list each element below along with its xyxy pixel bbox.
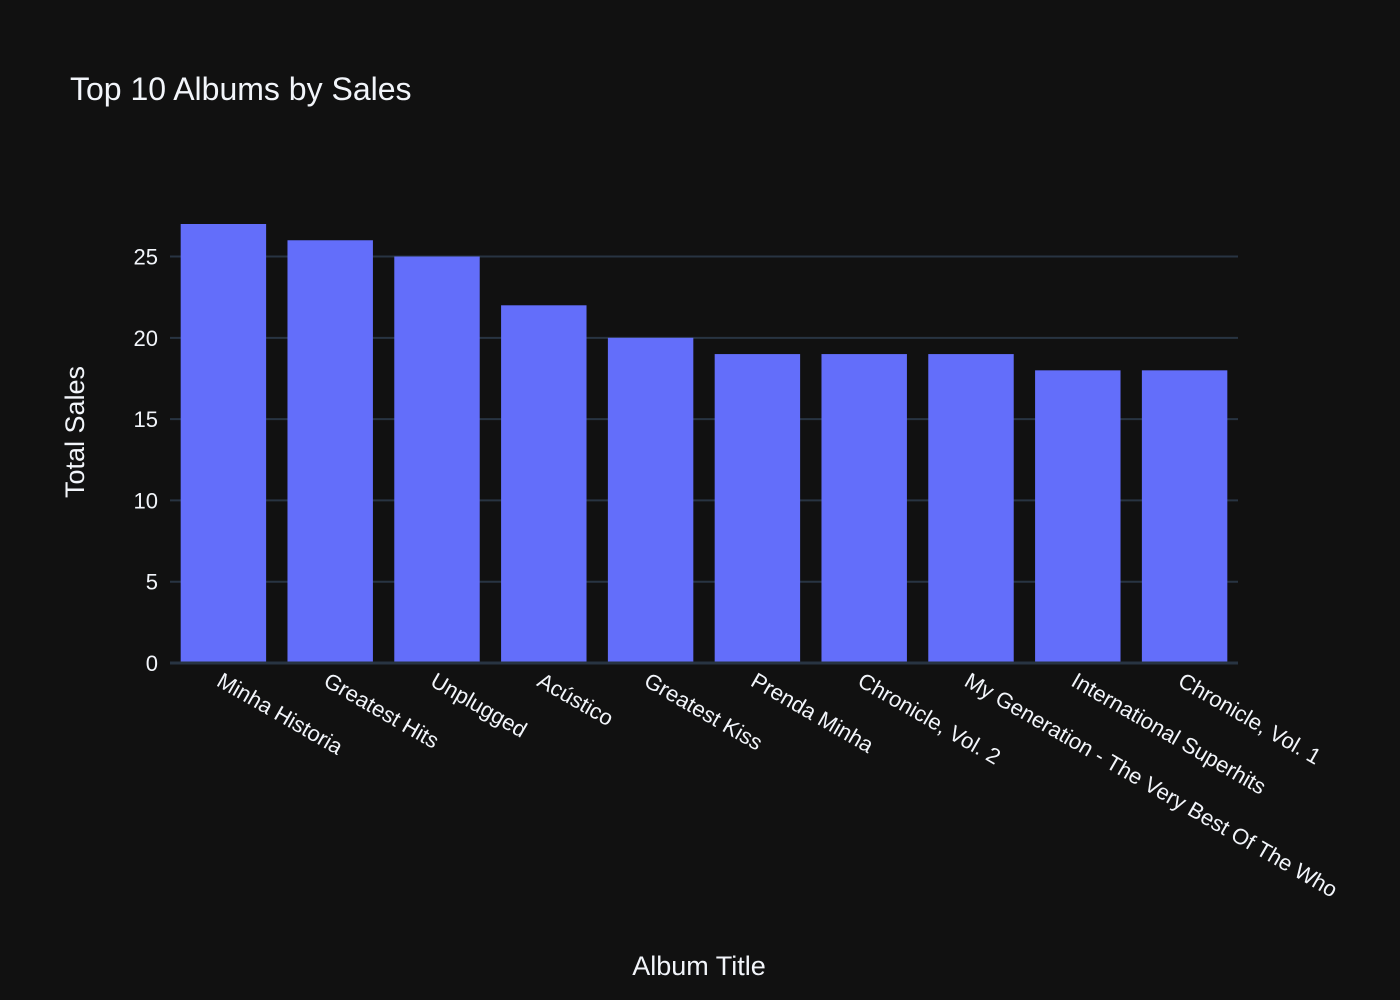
x-axis-title: Album Title (632, 951, 766, 981)
y-axis-ticks: 0 5 10 15 20 25 (134, 245, 158, 676)
y-tick-label: 0 (146, 651, 158, 676)
x-tick-label: Acústico (533, 668, 618, 731)
bar[interactable] (287, 240, 373, 663)
bar[interactable] (821, 354, 907, 663)
y-axis-title: Total Sales (60, 366, 90, 498)
x-tick-label: My Generation - The Very Best Of The Who (961, 668, 1342, 903)
bars (170, 224, 1238, 665)
y-tick-label: 5 (146, 570, 158, 595)
bar[interactable] (501, 305, 587, 663)
bar[interactable] (180, 224, 267, 663)
y-tick-label: 20 (134, 326, 158, 351)
chart-title: Top 10 Albums by Sales (70, 71, 412, 107)
bar[interactable] (1141, 370, 1228, 663)
y-tick-label: 10 (134, 488, 158, 513)
bar[interactable] (714, 354, 801, 663)
bar[interactable] (607, 337, 694, 663)
bar[interactable] (928, 354, 1014, 663)
y-tick-label: 25 (134, 245, 158, 270)
y-tick-label: 15 (134, 407, 158, 432)
bar[interactable] (1035, 370, 1121, 663)
bar[interactable] (394, 256, 480, 663)
x-tick-label: Greatest Kiss (640, 668, 767, 756)
